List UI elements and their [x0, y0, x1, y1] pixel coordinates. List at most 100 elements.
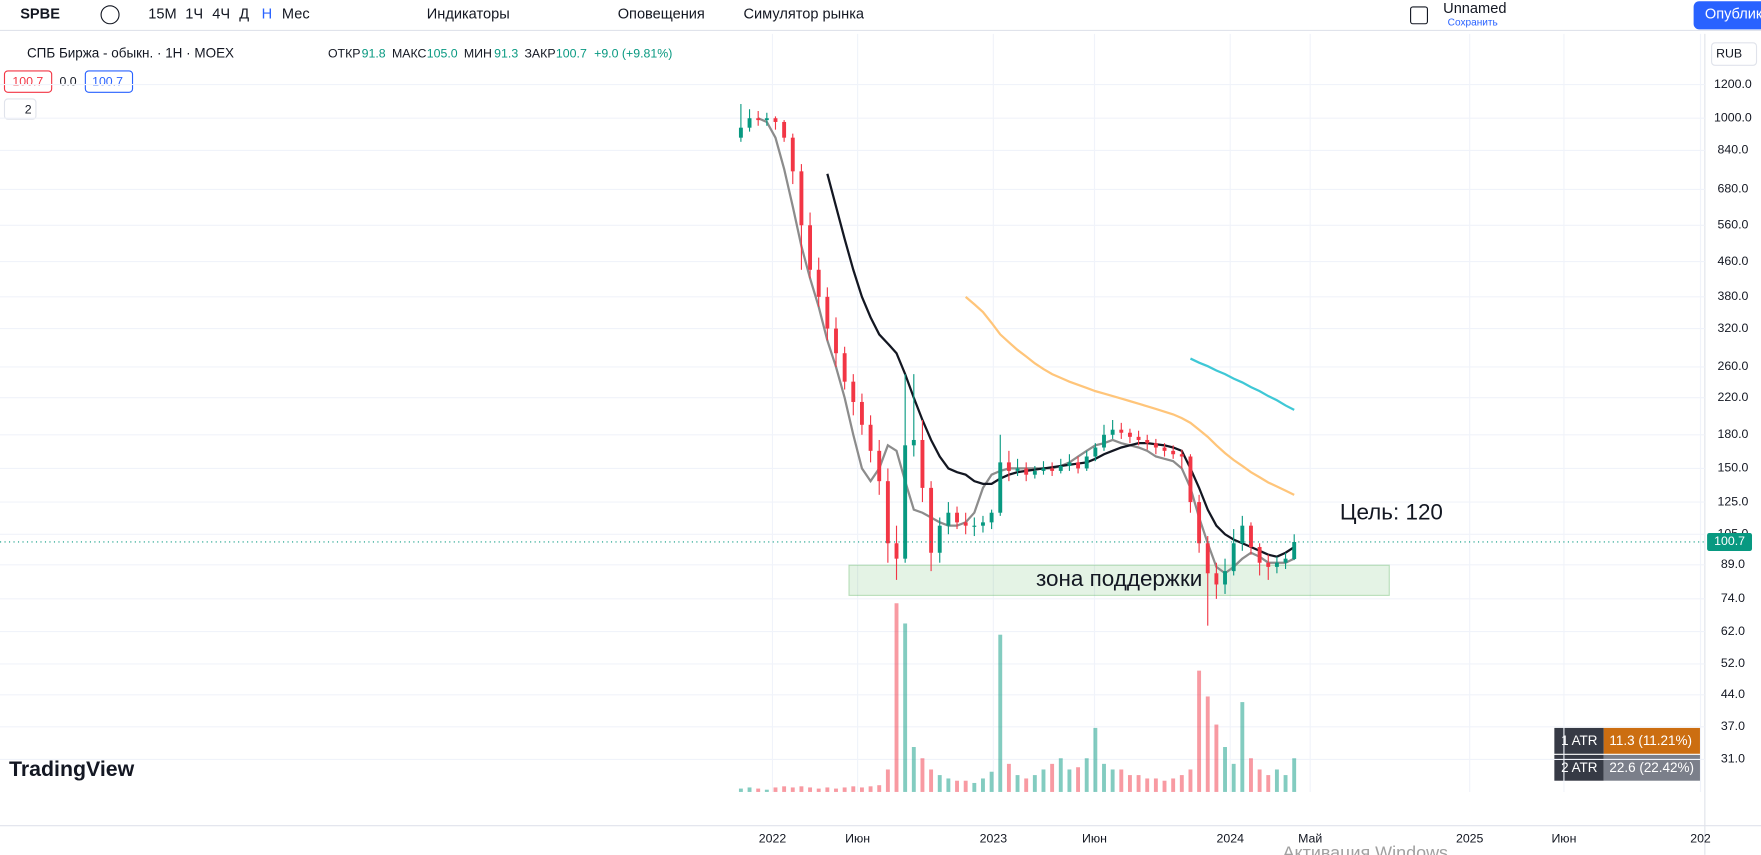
y-tick-label: 680.0: [1717, 182, 1748, 196]
candle-body: [946, 512, 951, 526]
layout-name[interactable]: Unnamed: [1443, 1, 1506, 17]
volume-bar: [1179, 775, 1184, 792]
indicators-button[interactable]: Индикаторы: [427, 7, 510, 23]
atr-value: 22.6 (22.42%): [1609, 760, 1694, 775]
interval[interactable]: 15М: [148, 7, 176, 23]
bid: 100.7: [12, 74, 43, 88]
interval[interactable]: 1Ч: [185, 7, 203, 23]
x-tick-label: 2022: [759, 831, 787, 845]
volume-bar: [1266, 775, 1271, 792]
publish-bg[interactable]: [1693, 1, 1761, 30]
volume-bar: [1231, 763, 1236, 792]
legend-label: ОТКР: [328, 46, 361, 60]
collapsed-count[interactable]: 2: [25, 102, 32, 116]
volume-bar: [1257, 769, 1262, 792]
y-tick-label: 320.0: [1717, 321, 1748, 335]
layout-icon[interactable]: [1410, 6, 1429, 25]
x-tick-label: Июн: [1551, 831, 1576, 845]
add-symbol[interactable]: [100, 5, 120, 25]
save-status: Сохранить: [1448, 17, 1498, 28]
interval-active[interactable]: Н: [262, 7, 273, 23]
volume-bar: [1024, 778, 1029, 792]
candle-body: [1136, 436, 1141, 440]
y-tick-label: 380.0: [1717, 289, 1748, 303]
volume-bar: [1102, 763, 1106, 792]
interval[interactable]: Мес: [282, 7, 310, 23]
legend-change: +9.0 (+9.81%): [594, 46, 672, 60]
candle-body: [1214, 573, 1219, 585]
y-tick-label: 260.0: [1717, 359, 1748, 373]
y-tick-label: 1200.0: [1714, 77, 1752, 91]
volume-bar: [981, 778, 985, 792]
candle-body: [911, 439, 916, 446]
legend-label: ЗАКР: [524, 46, 555, 60]
volume-bar: [1145, 778, 1150, 792]
atr-label: 1 ATR: [1561, 733, 1598, 748]
volume-bar: [972, 782, 977, 792]
candle-body: [851, 381, 856, 402]
volume-bar: [903, 623, 908, 792]
candle-body: [834, 328, 838, 354]
ask: 100.7: [92, 74, 123, 88]
watermark: Активация Windows: [1283, 842, 1448, 855]
candle-body: [1231, 543, 1236, 572]
volume-bar: [790, 787, 795, 792]
volume-bar: [1015, 775, 1020, 792]
currency-box[interactable]: [1711, 42, 1758, 66]
support-zone-label: зона поддержки: [1036, 566, 1202, 591]
candle-body: [738, 127, 743, 138]
currency[interactable]: RUB: [1716, 46, 1742, 60]
volume-bar: [1084, 758, 1089, 792]
candle-body: [1050, 468, 1055, 471]
volume-bar: [1214, 724, 1219, 792]
volume-bar: [747, 787, 752, 792]
symbol[interactable]: SPBE: [20, 7, 60, 23]
brand: TradingView: [9, 757, 135, 781]
candle-body: [1084, 456, 1089, 469]
y-tick-label: 74.0: [1721, 591, 1745, 605]
volume-bar: [773, 787, 778, 792]
volume-bar: [1197, 670, 1202, 792]
atr-label: 2 ATR: [1561, 760, 1598, 775]
volume-bar: [989, 771, 994, 792]
candle-body: [929, 487, 934, 553]
interval[interactable]: Д: [239, 7, 249, 23]
volume-bar: [894, 603, 899, 792]
candle-body: [920, 439, 925, 488]
last-price-bg: [1707, 533, 1753, 551]
volume-bar: [1249, 758, 1253, 792]
volume-bar: [1076, 767, 1081, 792]
candle-body: [1127, 432, 1132, 437]
plot: зона поддержки: [738, 104, 1390, 792]
volume-bar: [937, 775, 942, 792]
candle-body: [1240, 525, 1245, 544]
candle-body: [998, 462, 1003, 513]
volume-bar: [1058, 758, 1063, 792]
candle-body: [816, 269, 821, 297]
candle-body: [1171, 450, 1176, 455]
volume-bar: [1188, 769, 1193, 792]
candle-body: [1197, 502, 1202, 544]
collapse-box[interactable]: [3, 98, 37, 120]
alerts-button[interactable]: Оповещения: [618, 7, 705, 23]
candle-body: [1067, 462, 1072, 466]
volume-bar: [738, 788, 743, 792]
volume-bar: [1127, 775, 1132, 792]
y-tick-label: 31.0: [1721, 752, 1745, 766]
y-tick-label: 1000.0: [1714, 110, 1752, 124]
volume-bar: [929, 769, 934, 792]
volume-bar: [868, 786, 873, 792]
volume-bar: [1136, 775, 1141, 792]
candle-body: [808, 225, 813, 270]
publish-button[interactable]: Опублик: [1705, 7, 1761, 23]
candle-body: [1292, 541, 1297, 560]
y-tick-label: 37.0: [1721, 719, 1745, 733]
replay-button[interactable]: Симулятор рынка: [743, 7, 864, 23]
candle-body: [963, 522, 968, 526]
interval[interactable]: 4Ч: [212, 7, 230, 23]
volume-bar: [816, 788, 821, 792]
candle-body: [894, 543, 899, 559]
